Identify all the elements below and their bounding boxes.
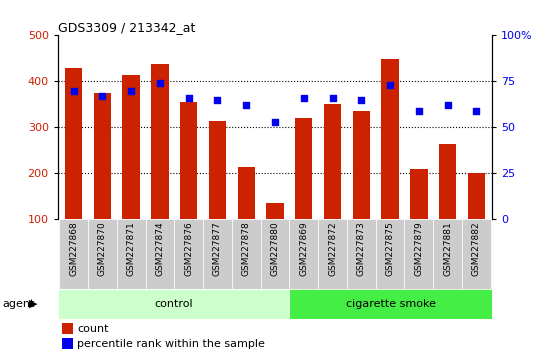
Point	[184, 95, 193, 101]
Bar	[382, 59, 399, 219]
Point	[242, 103, 251, 108]
Bar	[117, 219, 146, 289]
Bar	[174, 219, 203, 289]
Bar	[376, 219, 404, 289]
Bar	[88, 219, 117, 289]
Text: percentile rank within the sample: percentile rank within the sample	[78, 339, 265, 349]
Bar	[232, 219, 261, 289]
Bar	[59, 219, 88, 289]
Point	[69, 88, 78, 93]
Text: control: control	[154, 298, 193, 309]
Text: GSM227882: GSM227882	[472, 222, 481, 276]
Bar	[324, 104, 341, 219]
Text: GSM227875: GSM227875	[386, 222, 394, 276]
Bar	[266, 203, 284, 219]
Bar	[347, 219, 376, 289]
Text: agent: agent	[3, 298, 35, 309]
Text: GSM227869: GSM227869	[299, 222, 308, 276]
Point	[156, 80, 164, 86]
Bar	[62, 338, 73, 349]
Bar	[462, 219, 491, 289]
Text: GSM227879: GSM227879	[414, 222, 424, 276]
Text: GSM227870: GSM227870	[98, 222, 107, 276]
Bar	[209, 120, 226, 219]
Point	[415, 108, 424, 114]
Bar	[261, 219, 289, 289]
Point	[443, 103, 452, 108]
Bar	[58, 289, 289, 319]
Text: GSM227868: GSM227868	[69, 222, 78, 276]
Bar	[238, 166, 255, 219]
Point	[328, 95, 337, 101]
Bar	[289, 289, 492, 319]
Point	[98, 93, 107, 99]
Text: count: count	[78, 324, 109, 334]
Bar	[468, 172, 485, 219]
Bar	[62, 324, 73, 334]
Bar	[289, 219, 318, 289]
Text: GSM227874: GSM227874	[156, 222, 164, 276]
Text: GSM227878: GSM227878	[242, 222, 251, 276]
Bar	[404, 219, 433, 289]
Bar	[318, 219, 347, 289]
Bar	[295, 118, 312, 219]
Bar	[203, 219, 232, 289]
Bar	[410, 169, 427, 219]
Bar	[65, 68, 82, 219]
Text: ▶: ▶	[29, 298, 37, 309]
Text: cigarette smoke: cigarette smoke	[346, 298, 436, 309]
Bar	[151, 64, 168, 219]
Point	[271, 119, 279, 125]
Bar	[94, 93, 111, 219]
Text: GSM227872: GSM227872	[328, 222, 337, 276]
Point	[299, 95, 308, 101]
Text: GSM227881: GSM227881	[443, 222, 452, 276]
Bar	[180, 102, 197, 219]
Text: GDS3309 / 213342_at: GDS3309 / 213342_at	[58, 21, 195, 34]
Bar	[353, 111, 370, 219]
Point	[386, 82, 394, 88]
Text: GSM227871: GSM227871	[126, 222, 136, 276]
Point	[472, 108, 481, 114]
Text: GSM227880: GSM227880	[271, 222, 279, 276]
Bar	[123, 74, 140, 219]
Bar	[439, 143, 456, 219]
Text: GSM227873: GSM227873	[357, 222, 366, 276]
Point	[126, 88, 135, 93]
Text: GSM227876: GSM227876	[184, 222, 193, 276]
Point	[357, 97, 366, 103]
Bar	[146, 219, 174, 289]
Bar	[433, 219, 462, 289]
Point	[213, 97, 222, 103]
Text: GSM227877: GSM227877	[213, 222, 222, 276]
